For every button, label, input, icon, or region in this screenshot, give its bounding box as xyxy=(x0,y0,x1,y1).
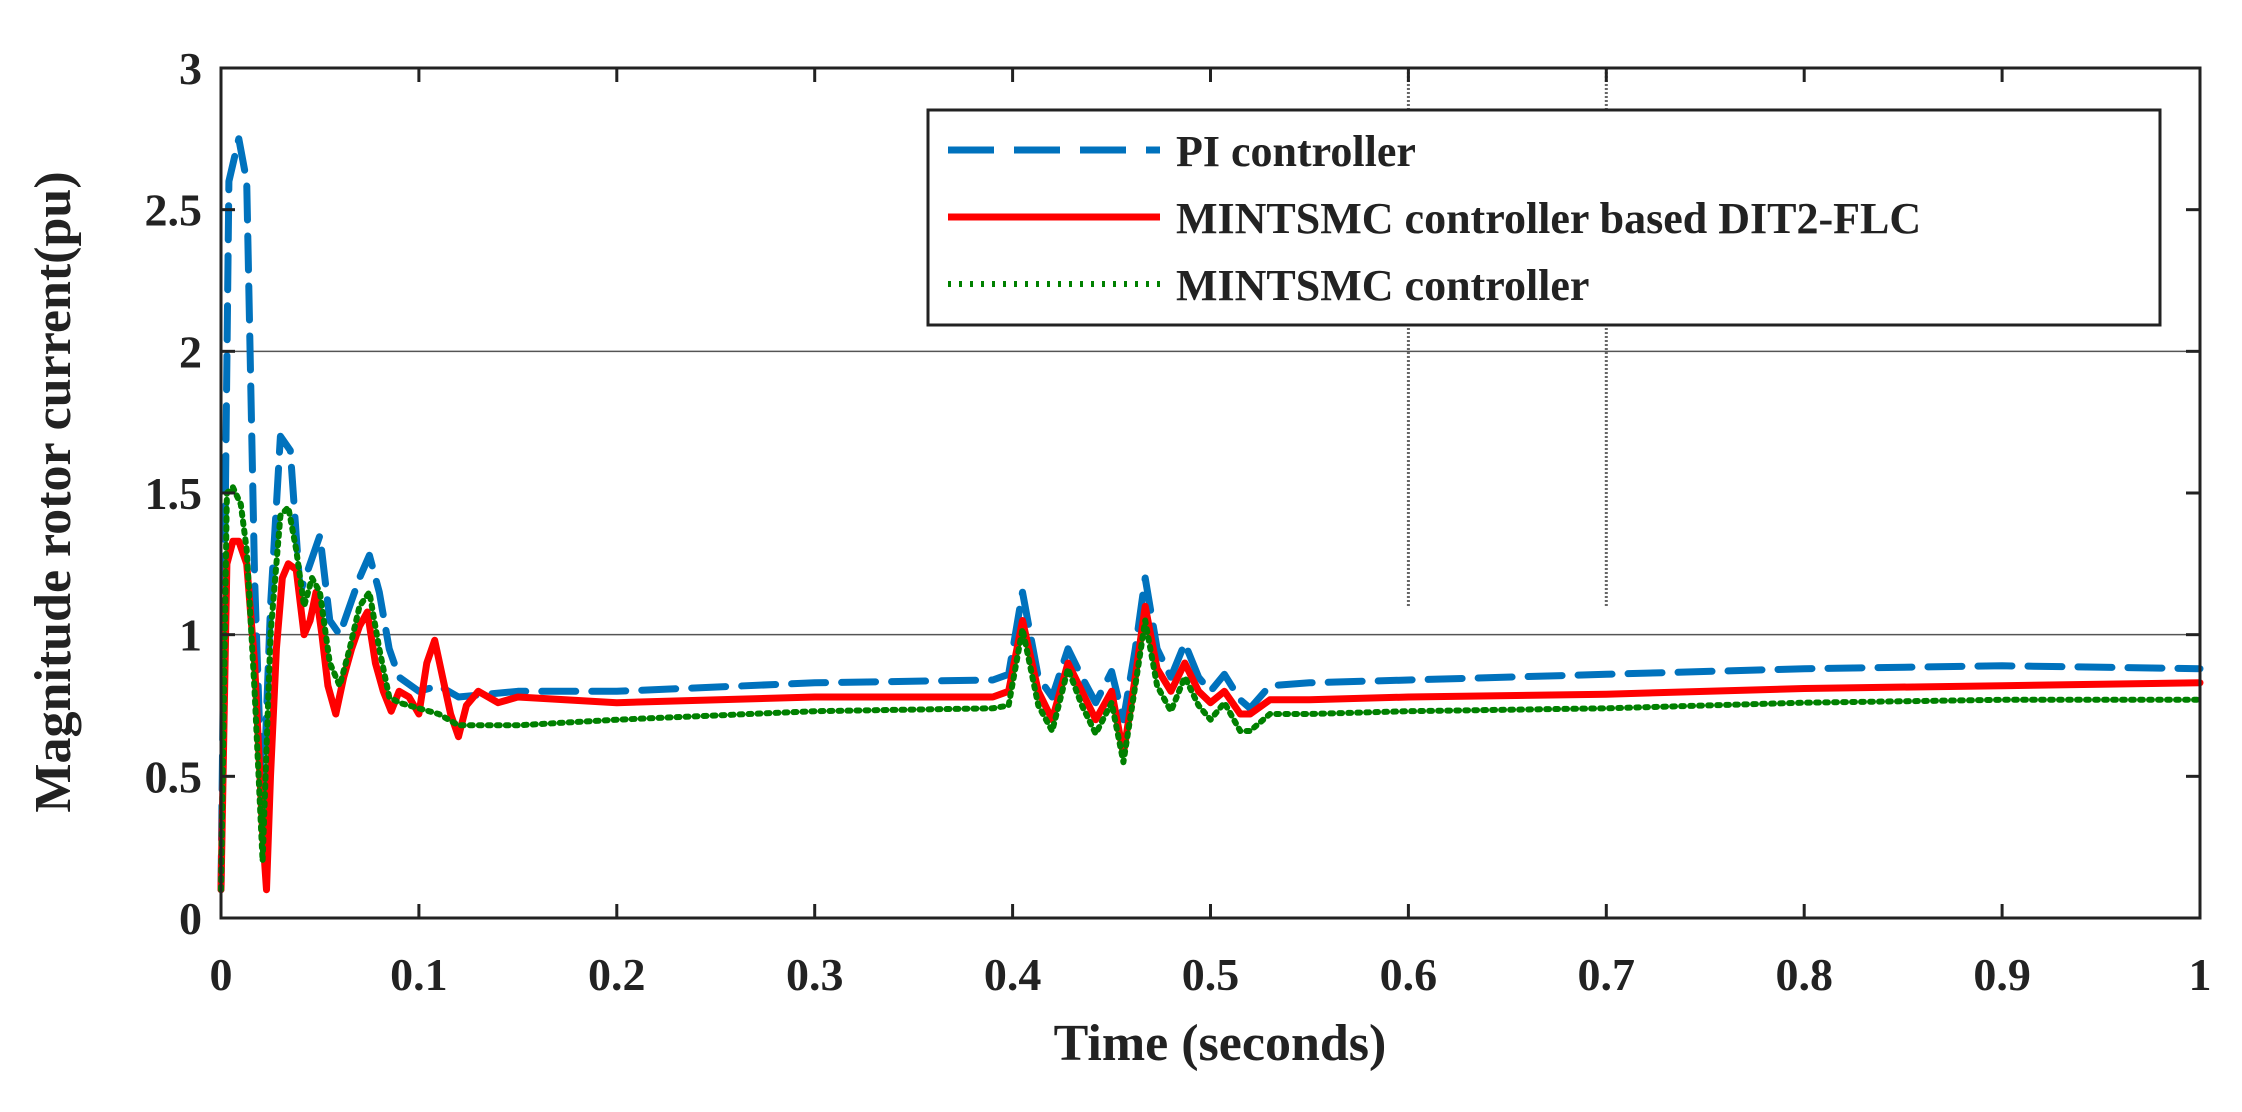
legend: PI controller MINTSMC controller based D… xyxy=(926,108,2162,327)
legend-label-mintsmc-controller: MINTSMC controller xyxy=(1176,261,1589,310)
x-tick-label: 1 xyxy=(2189,949,2212,1000)
x-tick-label: 0.1 xyxy=(390,949,448,1000)
y-tick-label: 1 xyxy=(179,610,202,661)
ticks-layer: 0 0.1 0.2 0.3 0.4 0.5 0.6 0.7 0.8 0.9 1 0 0.5 1 1.5 2 2.… xyxy=(145,43,2212,1000)
x-axis-label: Time (seconds) xyxy=(1054,1015,1387,1072)
x-tick-label: 0.2 xyxy=(588,949,646,1000)
x-tick-label: 0.7 xyxy=(1578,949,1636,1000)
y-tick-label: 1.5 xyxy=(145,468,203,519)
y-axis-label: Magnitude rotor current(pu) xyxy=(25,171,82,812)
series-layer xyxy=(217,135,2204,894)
legend-label-mintsmc-dit2-flc: MINTSMC controller based DIT2-FLC xyxy=(1176,194,1921,243)
x-tick-label: 0.6 xyxy=(1380,949,1438,1000)
y-tick-label: 3 xyxy=(179,43,202,94)
y-tick-label: 2.5 xyxy=(145,185,203,236)
x-tick-label: 0.3 xyxy=(786,949,844,1000)
x-tick-label: 0.8 xyxy=(1775,949,1833,1000)
y-tick-label: 0.5 xyxy=(145,751,203,802)
x-tick-label: 0 xyxy=(210,949,233,1000)
legend-label-pi-controller: PI controller xyxy=(1176,127,1416,176)
x-tick-label: 0.4 xyxy=(984,949,1042,1000)
y-tick-label: 2 xyxy=(179,326,202,377)
series-line-mintsmc-controller xyxy=(218,484,2203,893)
x-tick-label: 0.5 xyxy=(1182,949,1240,1000)
series-line-mintsmc-controller-based-dit2-flc xyxy=(217,537,2204,894)
x-tick-label: 0.9 xyxy=(1973,949,2031,1000)
y-tick-label: 0 xyxy=(179,893,202,944)
